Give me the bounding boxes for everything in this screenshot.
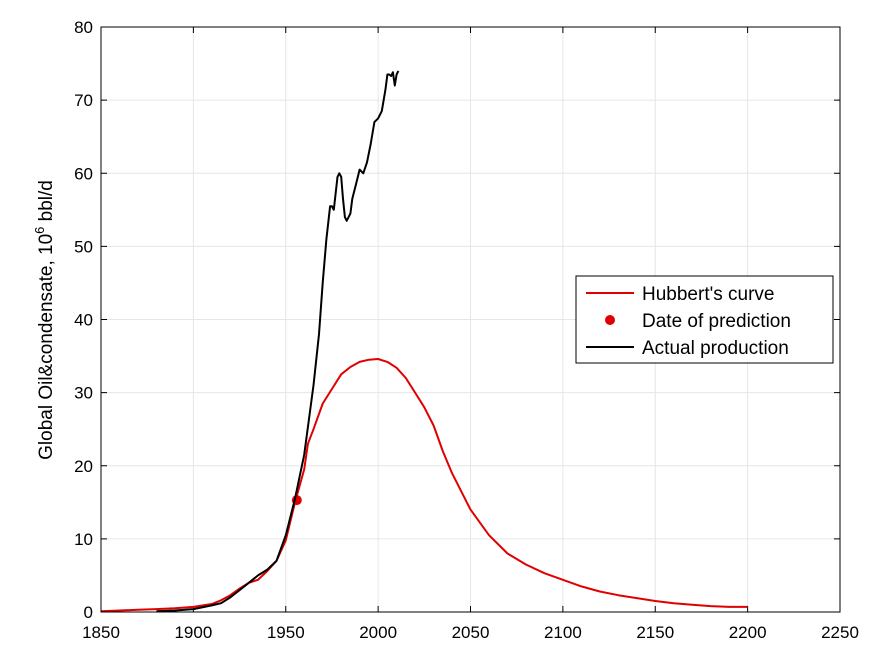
y-tick-label: 40 xyxy=(74,311,93,330)
x-tick-label: 2200 xyxy=(729,623,767,642)
y-tick-label: 50 xyxy=(74,237,93,256)
legend-label-actual: Actual production xyxy=(642,338,789,359)
legend: Hubbert's curve Date of prediction Actua… xyxy=(575,275,834,364)
y-tick-label: 70 xyxy=(74,91,93,110)
x-tick-label: 1900 xyxy=(174,623,212,642)
y-tick-label: 20 xyxy=(74,457,93,476)
x-tick-label: 1950 xyxy=(267,623,305,642)
gridlines xyxy=(100,26,841,613)
x-axis-tick-labels: 1850 1900 1950 2000 2050 2100 2150 2200 2250 xyxy=(82,623,859,642)
legend-box xyxy=(575,275,834,364)
series-line-actual-production xyxy=(156,70,400,613)
x-tick-label: 2050 xyxy=(452,623,490,642)
y-axis-label-unit: bbl/d xyxy=(36,180,57,226)
legend-marker-prediction xyxy=(605,315,615,325)
series-line-hubbert-s-curve xyxy=(100,358,748,613)
plot-frame xyxy=(100,26,841,613)
y-axis-tick-labels: 0 10 20 30 40 50 60 70 80 xyxy=(74,18,93,622)
x-tick-label: 2250 xyxy=(821,623,859,642)
legend-label-hubbert: Hubbert's curve xyxy=(642,284,774,305)
x-tick-label: 2000 xyxy=(359,623,397,642)
x-tick-label: 2150 xyxy=(636,623,674,642)
y-tick-label: 30 xyxy=(74,384,93,403)
y-tick-label: 10 xyxy=(74,530,93,549)
y-axis-label-main: Global Oil&condensate, 10 xyxy=(36,234,57,460)
y-tick-label: 0 xyxy=(84,603,93,622)
y-axis-label: Global Oil&condensate, 106 bbl/d xyxy=(32,180,57,460)
series-layer xyxy=(100,70,748,613)
legend-label-prediction: Date of prediction xyxy=(642,311,791,332)
x-tick-label: 2100 xyxy=(544,623,582,642)
y-tick-label: 60 xyxy=(74,164,93,183)
x-tick-label: 1850 xyxy=(82,623,120,642)
y-axis-label-exponent: 6 xyxy=(32,227,47,234)
y-tick-label: 80 xyxy=(74,18,93,37)
